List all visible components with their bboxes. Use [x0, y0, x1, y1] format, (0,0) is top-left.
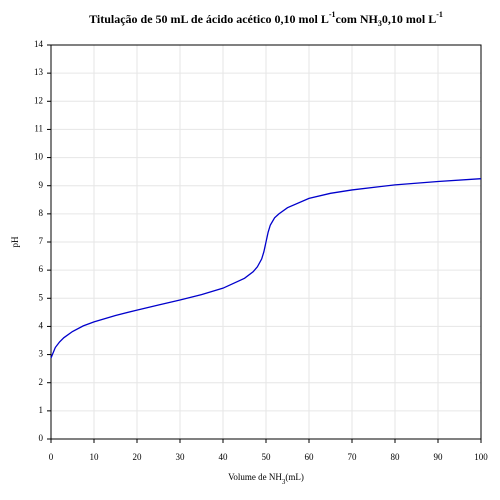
data-line [50, 178, 482, 359]
title-part: -1 [436, 10, 443, 19]
x-tick-label: 70 [348, 452, 358, 462]
x-tick-label: 50 [262, 452, 272, 462]
y-tick-label: 12 [34, 95, 43, 105]
x-tick-label: 100 [474, 452, 488, 462]
y-tick-label: 7 [39, 236, 44, 246]
chart-title: Titulação de 50 mL de ácido acético 0,10… [89, 10, 443, 28]
x-tick-label: 20 [133, 452, 143, 462]
x-tick-label: 60 [305, 452, 315, 462]
y-tick-label: 9 [39, 180, 44, 190]
xlabel-part: 3 [282, 478, 286, 486]
title-part: 3 [378, 19, 382, 28]
y-axis-label: pH [10, 236, 20, 248]
x-tick-label: 80 [391, 452, 401, 462]
y-tick-label: 2 [39, 377, 44, 387]
y-tick-label: 6 [39, 264, 44, 274]
y-tick-label: 1 [39, 405, 44, 415]
y-tick-label: 8 [39, 208, 44, 218]
x-tick-label: 10 [90, 452, 100, 462]
y-tick-label: 10 [34, 152, 44, 162]
title-part: 0,10 mol L [382, 12, 436, 26]
y-tick-label: 0 [39, 433, 44, 443]
xlabel-part: Volume de NH [228, 472, 282, 482]
xlabel-part: (mL) [285, 472, 304, 482]
plot-frame [50, 44, 482, 440]
x-tick-label: 0 [49, 452, 54, 462]
title-part: com NH [336, 12, 379, 26]
x-tick-label: 90 [434, 452, 444, 462]
y-tick-label: 4 [39, 320, 44, 330]
y-tick-label: 14 [34, 39, 44, 49]
x-tick-label: 30 [176, 452, 186, 462]
y-tick-label: 3 [39, 349, 44, 359]
y-tick-label: 5 [39, 292, 44, 302]
title-part: Titulação de 50 mL de ácido acético 0,10… [89, 12, 329, 26]
x-axis-label: Volume de NH3(mL) [228, 472, 304, 486]
x-tick-label: 40 [219, 452, 229, 462]
y-tick-label: 11 [34, 123, 43, 133]
y-tick-label: 13 [34, 67, 44, 77]
title-part: -1 [329, 10, 336, 19]
